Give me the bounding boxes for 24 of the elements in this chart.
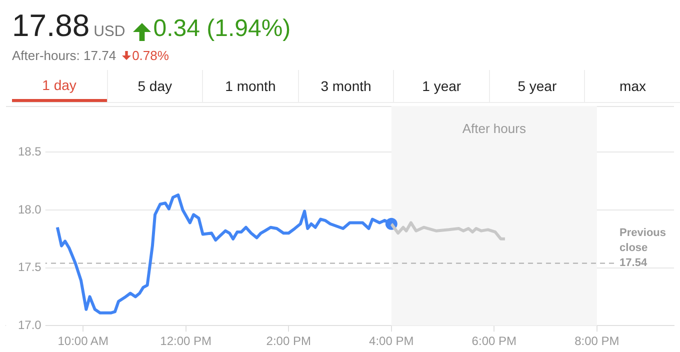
ref-line-label: Previous close 17.54 <box>620 227 666 270</box>
y-tick-label: 17.5 <box>18 260 42 274</box>
text: 0.34 (1.94%) <box>153 15 291 42</box>
y-tick-label: 18.5 <box>18 144 42 159</box>
text: max <box>584 70 680 102</box>
x-tick-label: 4:00 PM <box>369 334 414 348</box>
band-label: After hours <box>462 121 526 136</box>
text: 5 year <box>488 70 584 102</box>
text: After-hours: 17.74 <box>12 48 116 63</box>
text: 1 month <box>202 70 298 102</box>
text: 5 day <box>106 70 202 102</box>
x-tick-label: 6:00 PM <box>472 334 517 348</box>
x-tick-label: 2:00 PM <box>266 334 311 348</box>
text: 1 year <box>393 70 489 102</box>
x-tick-label: 10:00 AM <box>58 334 108 348</box>
text: 0.78% <box>132 48 169 63</box>
chart-title: 17.88 <box>12 8 90 43</box>
text: 3 month <box>298 70 394 102</box>
text: 1 day <box>12 70 107 102</box>
x-tick-label: 8:00 PM <box>574 334 620 348</box>
text: USD <box>94 23 126 40</box>
y-tick-label: 18.0 <box>18 202 42 216</box>
y-tick-label: 17.0 <box>18 318 42 332</box>
x-tick-label: 12:00 PM <box>160 334 212 348</box>
